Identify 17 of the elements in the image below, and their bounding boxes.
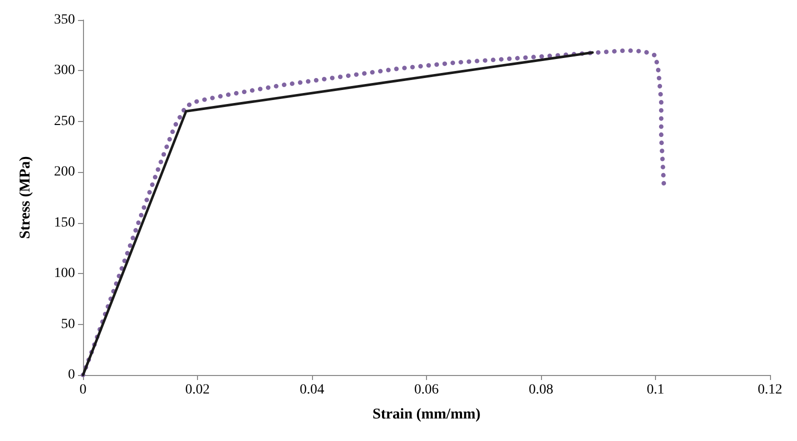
x-tick-label: 0.08 xyxy=(528,382,554,398)
y-tick-label: 100 xyxy=(54,266,75,282)
x-axis-title: Strain (mm/mm) xyxy=(372,406,480,422)
x-tick-label: 0.02 xyxy=(185,382,210,398)
y-tick-label: 250 xyxy=(54,114,75,129)
y-tick-label: 350 xyxy=(54,12,75,28)
x-tick-label: 0.06 xyxy=(414,382,439,398)
x-tick-label: 0 xyxy=(80,382,86,398)
y-tick-label: 50 xyxy=(61,316,75,332)
y-tick-label: 200 xyxy=(54,164,75,180)
y-tick-label: 0 xyxy=(68,368,75,382)
y-axis-title: Stress (MPa) xyxy=(18,156,34,239)
x-tick-label: 0.04 xyxy=(300,382,324,398)
y-tick-label: 150 xyxy=(54,215,75,230)
x-tick-label: 0.1 xyxy=(646,382,664,398)
x-tick-label: 0.12 xyxy=(758,382,782,398)
y-tick-label: 300 xyxy=(54,63,75,78)
